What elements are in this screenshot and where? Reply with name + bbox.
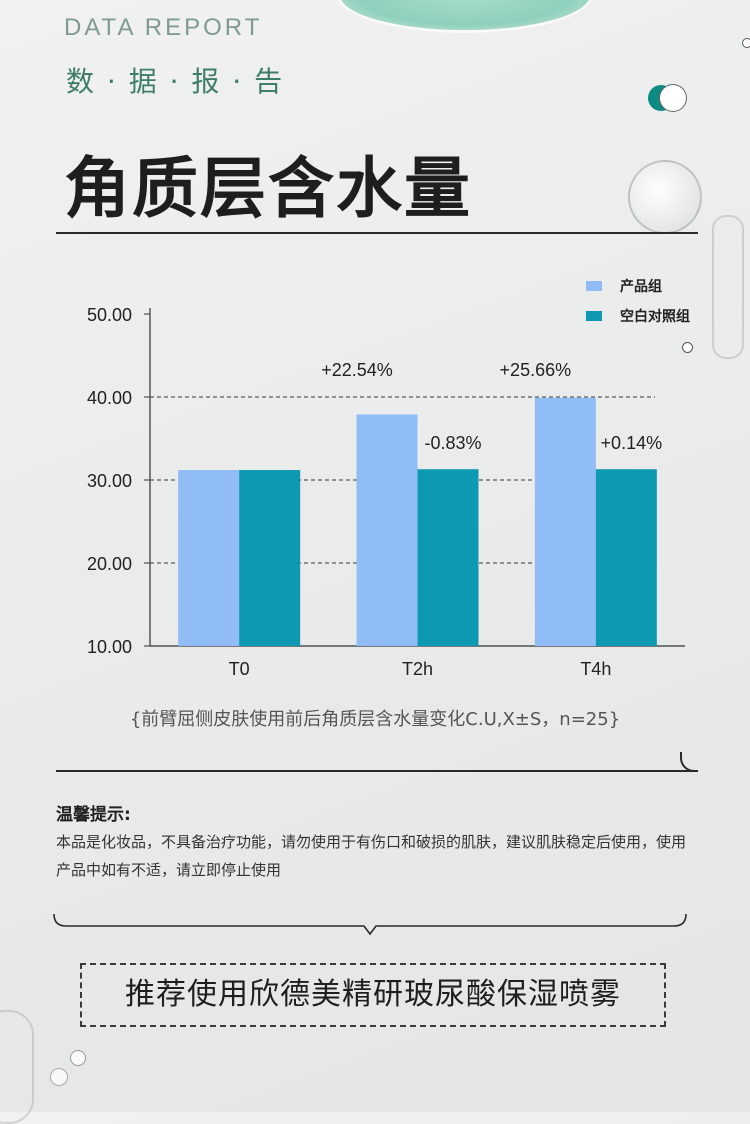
water-drop-decoration: [0, 1010, 34, 1124]
bubble-decoration: [682, 342, 693, 353]
bubble-decoration: [50, 1068, 68, 1086]
data-label: +0.14%: [601, 433, 663, 453]
bar-T0-空白对照组: [239, 470, 301, 646]
x-tick-label: T2h: [402, 659, 433, 679]
y-tick-label: 30.00: [87, 471, 132, 491]
x-tick-label: T4h: [580, 659, 611, 679]
page-subtitle: 数 · 据 · 报 · 告: [66, 65, 285, 98]
bar-T0-产品组: [178, 470, 240, 646]
divider: [56, 770, 698, 772]
data-label: +22.54%: [321, 360, 393, 380]
brace-divider: [53, 913, 687, 936]
legend-label: 空白对照组: [620, 308, 690, 325]
y-tick-label: 50.00: [87, 305, 132, 325]
double-circle-icon: [648, 85, 686, 111]
bubble-decoration: [742, 38, 750, 48]
legend-swatch: [586, 311, 602, 321]
notice-body: 本品是化妆品，不具备治疗功能，请勿使用于有伤口和破损的肌肤，建议肌肤稳定后使用，…: [56, 833, 687, 879]
divider-hook: [680, 752, 698, 772]
chart-caption: {前臂屈侧皮肤使用前后角质层含水量变化C.U,X±S，n=25}: [129, 709, 621, 730]
recommendation-text: 推荐使用欣德美精研玻尿酸保湿喷雾: [125, 977, 621, 1012]
bar-T4h-空白对照组: [595, 469, 657, 646]
bar-T2h-产品组: [356, 414, 418, 646]
data-label: -0.83%: [424, 433, 481, 453]
data-label: +25.66%: [500, 360, 572, 380]
eyebrow-text: DATA REPORT: [64, 14, 263, 41]
water-drop-decoration: [628, 160, 702, 234]
bar-T2h-空白对照组: [417, 469, 479, 646]
bar-chart: 10.00 20.00 30.00 40.00 50.00 T0 T2h T4h +22.54%…: [87, 278, 690, 679]
x-tick-label: T0: [229, 659, 250, 679]
recommendation-box: 推荐使用欣德美精研玻尿酸保湿喷雾: [80, 963, 666, 1027]
bar-T4h-产品组: [534, 397, 596, 646]
water-drop-decoration: [712, 215, 744, 359]
legend-swatch: [586, 281, 602, 291]
y-tick-label: 10.00: [87, 637, 132, 657]
legend-label: 产品组: [620, 278, 662, 295]
page-title: 角质层含水量: [64, 150, 472, 227]
water-drop-decoration: [340, 0, 590, 30]
bubble-decoration: [70, 1050, 86, 1066]
notice-title: 温馨提示:: [56, 805, 131, 825]
y-tick-label: 40.00: [87, 388, 132, 408]
divider: [56, 232, 698, 234]
y-tick-label: 20.00: [87, 554, 132, 574]
